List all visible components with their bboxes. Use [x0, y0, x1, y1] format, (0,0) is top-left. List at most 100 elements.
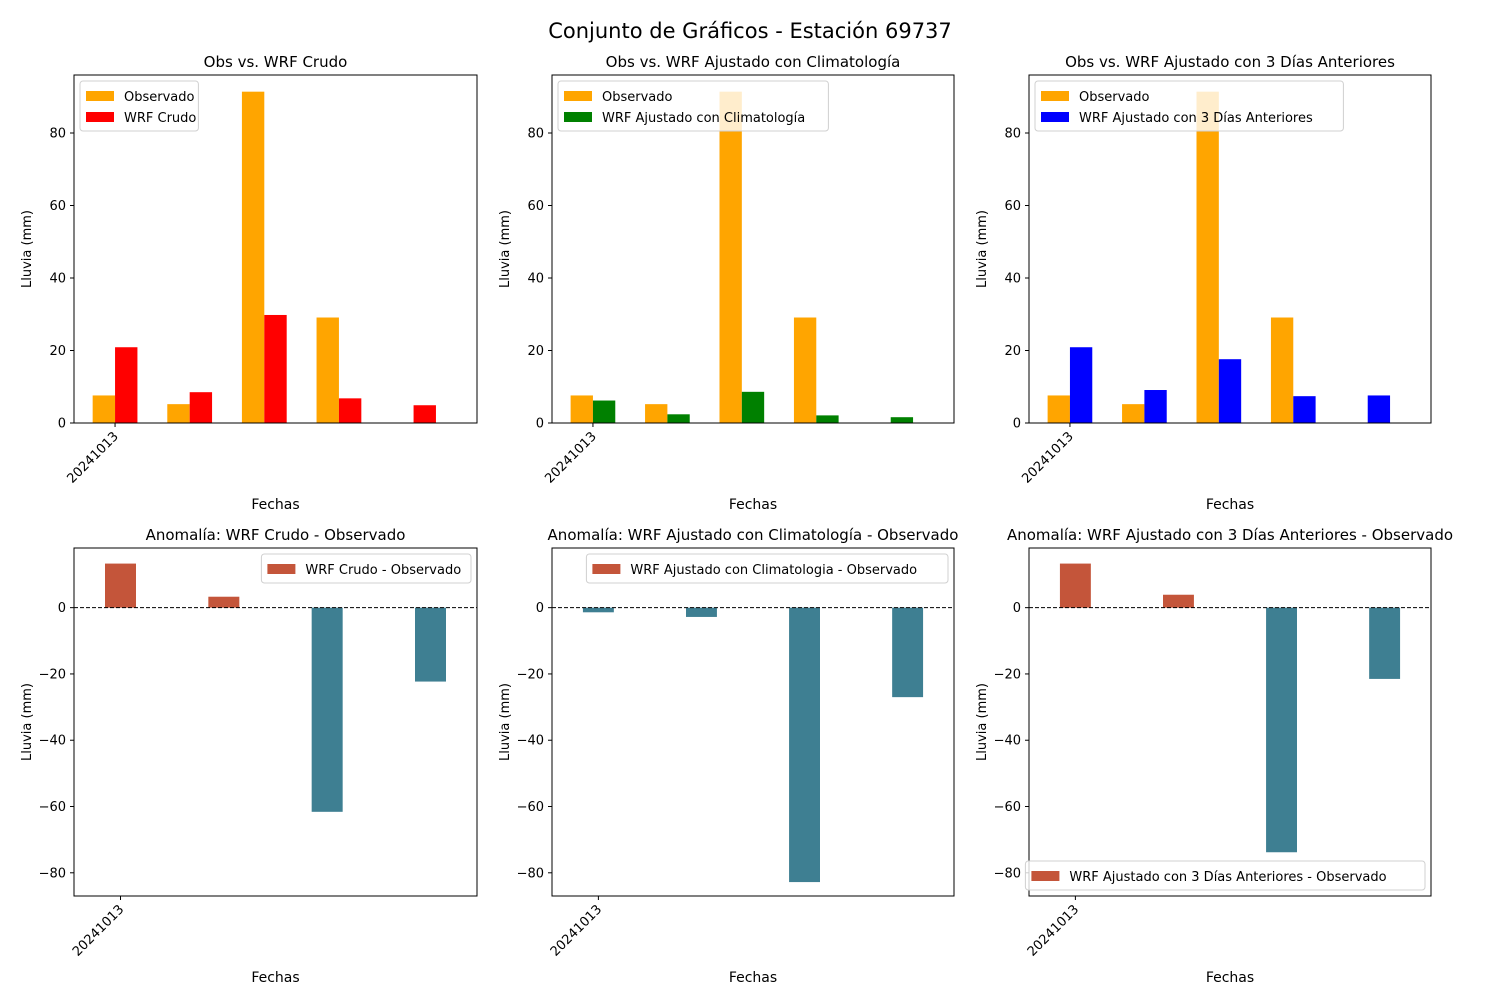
- y-tick-label: 20: [49, 344, 66, 359]
- bar-observado-2: [167, 404, 190, 423]
- anomaly-bar-1: [1059, 563, 1091, 608]
- y-tick-label: 0: [536, 417, 544, 432]
- panel-title: Obs vs. WRF Ajustado con Climatología: [606, 53, 901, 71]
- y-tick-label: −80: [517, 866, 544, 881]
- legend-label: WRF Ajustado con Climatologia - Observad…: [630, 563, 917, 578]
- y-axis-label: Lluvia (mm): [975, 683, 990, 761]
- legend-swatch: [592, 564, 621, 574]
- x-axis-label: Fechas: [1206, 970, 1254, 986]
- y-tick-label: 0: [58, 601, 66, 616]
- bar-wrf-2: [1144, 390, 1167, 423]
- y-tick-label: 40: [49, 272, 66, 287]
- anomaly-bar-2: [1163, 594, 1194, 608]
- panel-title: Obs vs. WRF Ajustado con 3 Días Anterior…: [1065, 53, 1395, 71]
- panel-title: Anomalía: WRF Ajustado con 3 Días Anteri…: [1007, 526, 1453, 544]
- x-axis-label: Fechas: [251, 497, 299, 513]
- legend-swatch: [1041, 112, 1069, 122]
- bar-wrf-4: [816, 415, 839, 423]
- anomaly-bar-3: [1266, 607, 1297, 853]
- bar-wrf-1: [592, 400, 616, 423]
- legend-swatch: [1031, 871, 1060, 881]
- legend-label: WRF Crudo: [124, 111, 196, 126]
- y-tick-label: 60: [49, 199, 66, 214]
- legend: WRF Crudo - Observado: [260, 553, 472, 584]
- plot-frame: [1028, 74, 1432, 424]
- legend: WRF Ajustado con Climatologia - Observad…: [585, 553, 949, 584]
- legend-swatch: [564, 112, 592, 122]
- bar-wrf-4: [338, 398, 362, 423]
- y-tick-label: 60: [527, 199, 544, 214]
- legend-swatch: [267, 564, 296, 574]
- y-tick-label: −80: [994, 866, 1021, 881]
- bar-observado-3: [241, 91, 265, 424]
- plot-frame: [73, 547, 478, 897]
- plot-frame: [551, 547, 955, 897]
- anomaly-bar-1: [582, 607, 614, 613]
- bar-wrf-5: [890, 417, 914, 423]
- bar-observado-4: [1270, 317, 1294, 423]
- legend-swatch: [86, 112, 114, 122]
- y-axis-label: Lluvia (mm): [498, 210, 513, 288]
- y-tick-label: −40: [517, 734, 544, 749]
- bar-observado-2: [1122, 404, 1145, 423]
- x-axis-label: Fechas: [251, 970, 299, 986]
- bar-observado-1: [1047, 395, 1070, 423]
- legend: Observado WRF Ajustado con 3 Días Anterio…: [1034, 80, 1344, 132]
- bar-wrf-5: [1367, 395, 1391, 423]
- chart-panel-1: 0 20 40 60 80 20241013 Obs vs. WRF Crudo Fechas…: [20, 53, 478, 513]
- y-tick-label: 60: [1004, 199, 1021, 214]
- anomaly-bar-4: [1369, 607, 1401, 679]
- legend-box: [585, 553, 949, 584]
- y-axis-label: Lluvia (mm): [20, 683, 35, 761]
- y-tick-label: 80: [527, 127, 544, 142]
- y-tick-label: −20: [994, 667, 1021, 682]
- anomaly-bar-2: [686, 607, 717, 617]
- legend-box: [557, 80, 829, 132]
- legend-box: [1034, 80, 1344, 132]
- x-tick-label: 20241013: [64, 429, 121, 486]
- y-tick-label: −80: [39, 866, 66, 881]
- y-tick-label: 0: [1013, 601, 1021, 616]
- y-axis-label: Lluvia (mm): [975, 210, 990, 288]
- anomaly-bar-4: [415, 607, 446, 682]
- legend-box: [260, 553, 472, 584]
- bar-observado-3: [1196, 91, 1219, 424]
- y-tick-label: −60: [517, 800, 544, 815]
- y-tick-label: −40: [994, 734, 1021, 749]
- legend-label: Observado: [1079, 90, 1150, 105]
- x-axis-label: Fechas: [1206, 497, 1254, 513]
- bar-wrf-2: [189, 392, 213, 423]
- y-axis-label: Lluvia (mm): [498, 683, 513, 761]
- x-tick-label: 20241013: [1025, 902, 1082, 959]
- y-tick-label: −20: [39, 667, 66, 682]
- bar-observado-4: [316, 317, 339, 423]
- bar-wrf-3: [1218, 359, 1242, 423]
- anomaly-bar-3: [311, 607, 343, 812]
- anomaly-bar-1: [105, 563, 136, 608]
- chart-panels: 0 20 40 60 80 20241013 Obs vs. WRF Crudo Fechas…: [20, 53, 1453, 986]
- bar-observado-2: [645, 404, 668, 423]
- legend: Observado WRF Crudo: [79, 80, 199, 132]
- bar-observado-3: [719, 91, 742, 424]
- y-tick-label: 80: [49, 127, 66, 142]
- bar-wrf-5: [413, 405, 436, 423]
- y-tick-label: 20: [527, 344, 544, 359]
- bar-observado-4: [793, 317, 817, 423]
- legend-label: WRF Ajustado con Climatología: [602, 111, 805, 126]
- y-tick-label: 0: [536, 601, 544, 616]
- y-tick-label: 0: [1013, 417, 1021, 432]
- legend-box: [1024, 860, 1426, 891]
- y-tick-label: 20: [1004, 344, 1021, 359]
- y-tick-label: 0: [58, 417, 66, 432]
- bar-wrf-1: [115, 347, 138, 423]
- legend-label: WRF Ajustado con 3 Días Anteriores - Obs…: [1069, 870, 1386, 885]
- plot-frame: [73, 74, 478, 424]
- y-axis-label: Lluvia (mm): [20, 210, 35, 288]
- anomaly-bar-3: [789, 607, 820, 883]
- y-tick-label: −60: [994, 800, 1021, 815]
- bar-wrf-2: [667, 414, 690, 423]
- chart-panel-6: −80 −60 −40 −20 0 20241013 Anomalía: WRF Ajust…: [975, 526, 1453, 986]
- y-tick-label: −60: [39, 800, 66, 815]
- bar-observado-1: [570, 395, 593, 423]
